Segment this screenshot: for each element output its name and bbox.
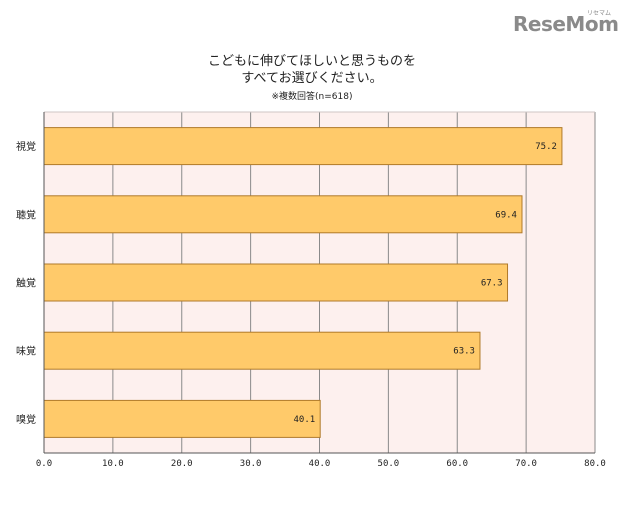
chart-title-line2: すべてお選びください。 bbox=[241, 71, 383, 86]
logo-text: ReseMom bbox=[513, 12, 619, 36]
x-tick-label: 70.0 bbox=[515, 459, 537, 469]
bar bbox=[43, 399, 321, 438]
chart-note: ※複数回答(n=618) bbox=[271, 92, 353, 102]
x-tick-label: 60.0 bbox=[446, 459, 468, 469]
bars bbox=[43, 127, 563, 438]
data-label: 75.2 bbox=[535, 142, 557, 152]
data-label: 67.3 bbox=[481, 279, 503, 289]
logo-ruby: リセマム bbox=[586, 10, 611, 17]
bar bbox=[43, 263, 509, 302]
data-label: 40.1 bbox=[294, 415, 316, 425]
bar bbox=[43, 195, 523, 234]
x-tick-label: 10.0 bbox=[102, 459, 124, 469]
category-label: 触覚 bbox=[16, 277, 36, 290]
x-tick-label: 50.0 bbox=[378, 459, 400, 469]
x-tick-label: 0.0 bbox=[36, 459, 52, 469]
bar bbox=[43, 127, 563, 166]
x-tick-label: 30.0 bbox=[240, 459, 262, 469]
data-label: 69.4 bbox=[495, 210, 517, 220]
category-label: 嗅覚 bbox=[16, 413, 36, 426]
axes bbox=[43, 112, 595, 454]
category-label: 視覚 bbox=[16, 140, 36, 153]
x-tick-label: 20.0 bbox=[171, 459, 193, 469]
data-label: 63.3 bbox=[453, 347, 475, 357]
labels: 0.0 10.0 20.0 30.0 40.0 50.0 60.0 70.0 80.0 75.2 視… bbox=[16, 140, 606, 469]
chart-title-line1: こどもに伸びてほしいと思うものを bbox=[207, 54, 416, 69]
bar bbox=[43, 331, 481, 370]
resemom-logo: リセマム ReseMom bbox=[513, 10, 619, 42]
category-label: 聴覚 bbox=[16, 208, 36, 221]
x-tick-label: 40.0 bbox=[309, 459, 331, 469]
category-label: 味覚 bbox=[16, 345, 36, 358]
x-tick-label: 80.0 bbox=[584, 459, 606, 469]
